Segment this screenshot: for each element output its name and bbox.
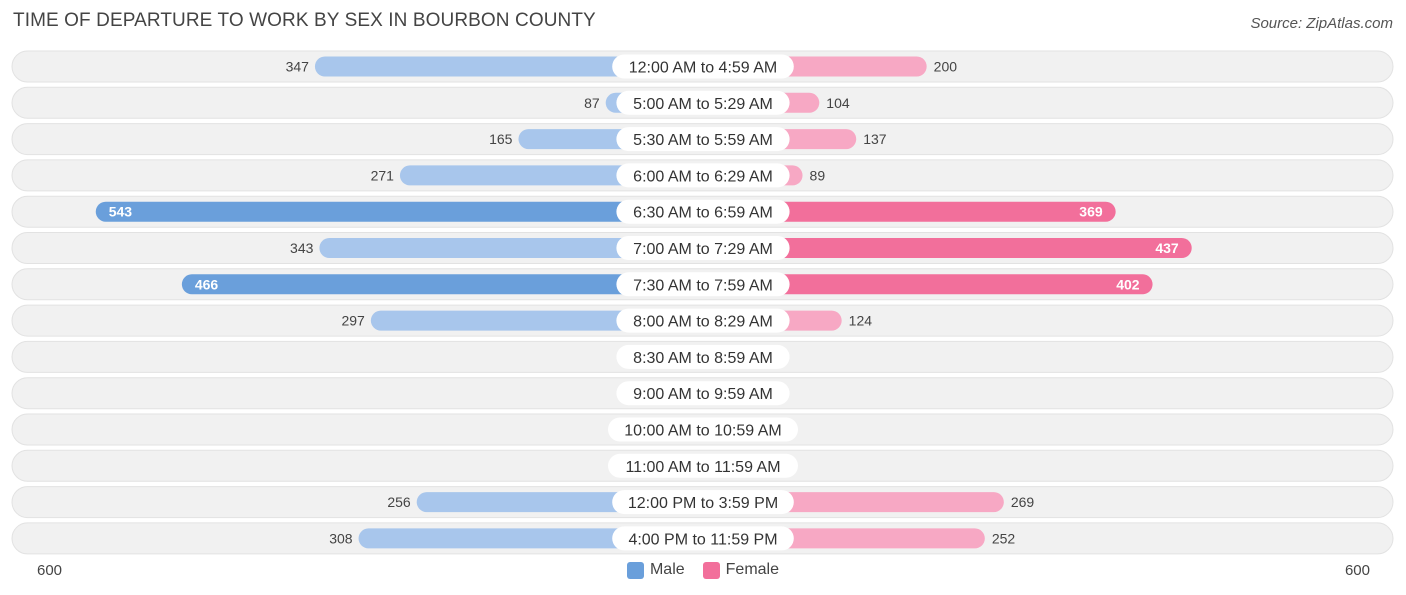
male-value-label: 347: [286, 59, 310, 75]
female-value-label: 124: [849, 313, 873, 329]
bar-row: 27558:30 AM to 8:59 AM: [11, 340, 1394, 373]
male-value-label: 256: [387, 494, 411, 510]
category-pill: [612, 490, 794, 515]
bar-row: 365010:00 AM to 10:59 AM: [11, 413, 1394, 446]
bar-row: 347 200 12:00 AM to 4:59 AM: [11, 50, 1394, 83]
category-label: 4:00 PM to 11:59 PM: [628, 531, 777, 548]
legend-label-male: Male: [649, 561, 685, 578]
female-bar: [703, 238, 1192, 258]
bar-row: 466 402 7:30 AM to 7:59 AM: [11, 268, 1394, 301]
female-value-label: 89: [810, 167, 826, 183]
male-value-label: 271: [371, 167, 395, 183]
category-pill: [616, 127, 790, 152]
bar-row: 543 369 6:30 AM to 6:59 AM: [11, 195, 1394, 228]
source-label: Source: ZipAtlas.com: [1250, 15, 1393, 32]
male-value-label: 308: [329, 530, 353, 546]
female-bar: [703, 274, 1153, 295]
female-value-label: 104: [826, 95, 850, 111]
category-label: 10:00 AM to 10:59 AM: [624, 423, 781, 440]
male-bar: [181, 274, 703, 295]
bar-row: 308 252 4:00 PM to 11:59 PM: [11, 522, 1394, 555]
category-label: 11:00 AM to 11:59 AM: [625, 459, 780, 476]
legend-swatch-male: [626, 561, 644, 579]
female-value-label: 369: [1079, 204, 1103, 220]
legend: Male Female: [0, 561, 1406, 579]
male-value-label: 343: [290, 240, 314, 256]
category-pill: [608, 417, 798, 442]
bar-row: 271 89 6:00 AM to 6:29 AM: [11, 159, 1394, 192]
legend-item-female: Female: [702, 561, 780, 579]
category-label: 12:00 AM to 4:59 AM: [629, 60, 778, 77]
category-label: 6:00 AM to 6:29 AM: [633, 168, 773, 185]
category-label: 9:00 AM to 9:59 AM: [633, 386, 773, 403]
female-value-label: 269: [1011, 494, 1035, 510]
female-value-label: 200: [934, 59, 958, 75]
category-label: 12:00 PM to 3:59 PM: [628, 495, 778, 512]
female-value-label: 402: [1116, 276, 1140, 292]
bar-row: 50499:00 AM to 9:59 AM: [11, 377, 1394, 410]
category-label: 6:30 AM to 6:59 AM: [633, 205, 773, 222]
bar-row: 297 124 8:00 AM to 8:29 AM: [11, 304, 1394, 337]
axis-left-label: 600: [37, 562, 63, 579]
axis-right-label: 600: [1344, 562, 1370, 579]
male-value-label: 165: [489, 131, 513, 147]
category-pill: [616, 344, 790, 369]
female-value-label: 437: [1155, 240, 1179, 256]
bar-row: 44411:00 AM to 11:59 AM: [11, 449, 1394, 482]
category-label: 5:00 AM to 5:29 AM: [633, 96, 773, 113]
male-value-label: 466: [195, 276, 219, 292]
category-pill: [612, 526, 794, 551]
category-label: 8:30 AM to 8:59 AM: [633, 350, 773, 367]
bar-row: 343 437 7:00 AM to 7:29 AM: [11, 232, 1394, 264]
bar-row: 87 104 5:00 AM to 5:29 AM: [11, 86, 1394, 119]
category-label: 5:30 AM to 5:59 AM: [633, 132, 773, 149]
legend-item-male: Male: [626, 561, 685, 579]
bar-row: 165 137 5:30 AM to 5:59 AM: [11, 123, 1394, 156]
male-bar: [319, 238, 703, 258]
female-value-label: 252: [992, 530, 1016, 546]
category-pill: [616, 236, 790, 260]
male-value-label: 87: [584, 95, 600, 111]
category-pill: [616, 199, 790, 224]
category-pill: [616, 308, 790, 333]
male-bar: [314, 56, 703, 77]
category-pill: [616, 163, 790, 188]
female-bar: [703, 201, 1116, 222]
category-label: 7:30 AM to 7:59 AM: [633, 277, 773, 294]
legend-label-female: Female: [725, 561, 780, 578]
female-value-label: 137: [863, 131, 887, 147]
male-bar: [95, 201, 704, 222]
category-label: 7:00 AM to 7:29 AM: [633, 241, 773, 258]
male-value-label: 297: [341, 313, 365, 329]
category-pill: [616, 272, 790, 297]
category-pill: [616, 90, 790, 115]
legend-swatch-female: [702, 561, 720, 579]
category-pill: [608, 453, 798, 478]
category-label: 8:00 AM to 8:29 AM: [633, 314, 773, 331]
category-pill: [612, 54, 794, 79]
category-pill: [616, 381, 790, 406]
bar-row: 256 269 12:00 PM to 3:59 PM: [11, 486, 1394, 519]
male-value-label: 543: [109, 204, 133, 220]
chart-title: TIME OF DEPARTURE TO WORK BY SEX IN BOUR…: [13, 10, 596, 31]
